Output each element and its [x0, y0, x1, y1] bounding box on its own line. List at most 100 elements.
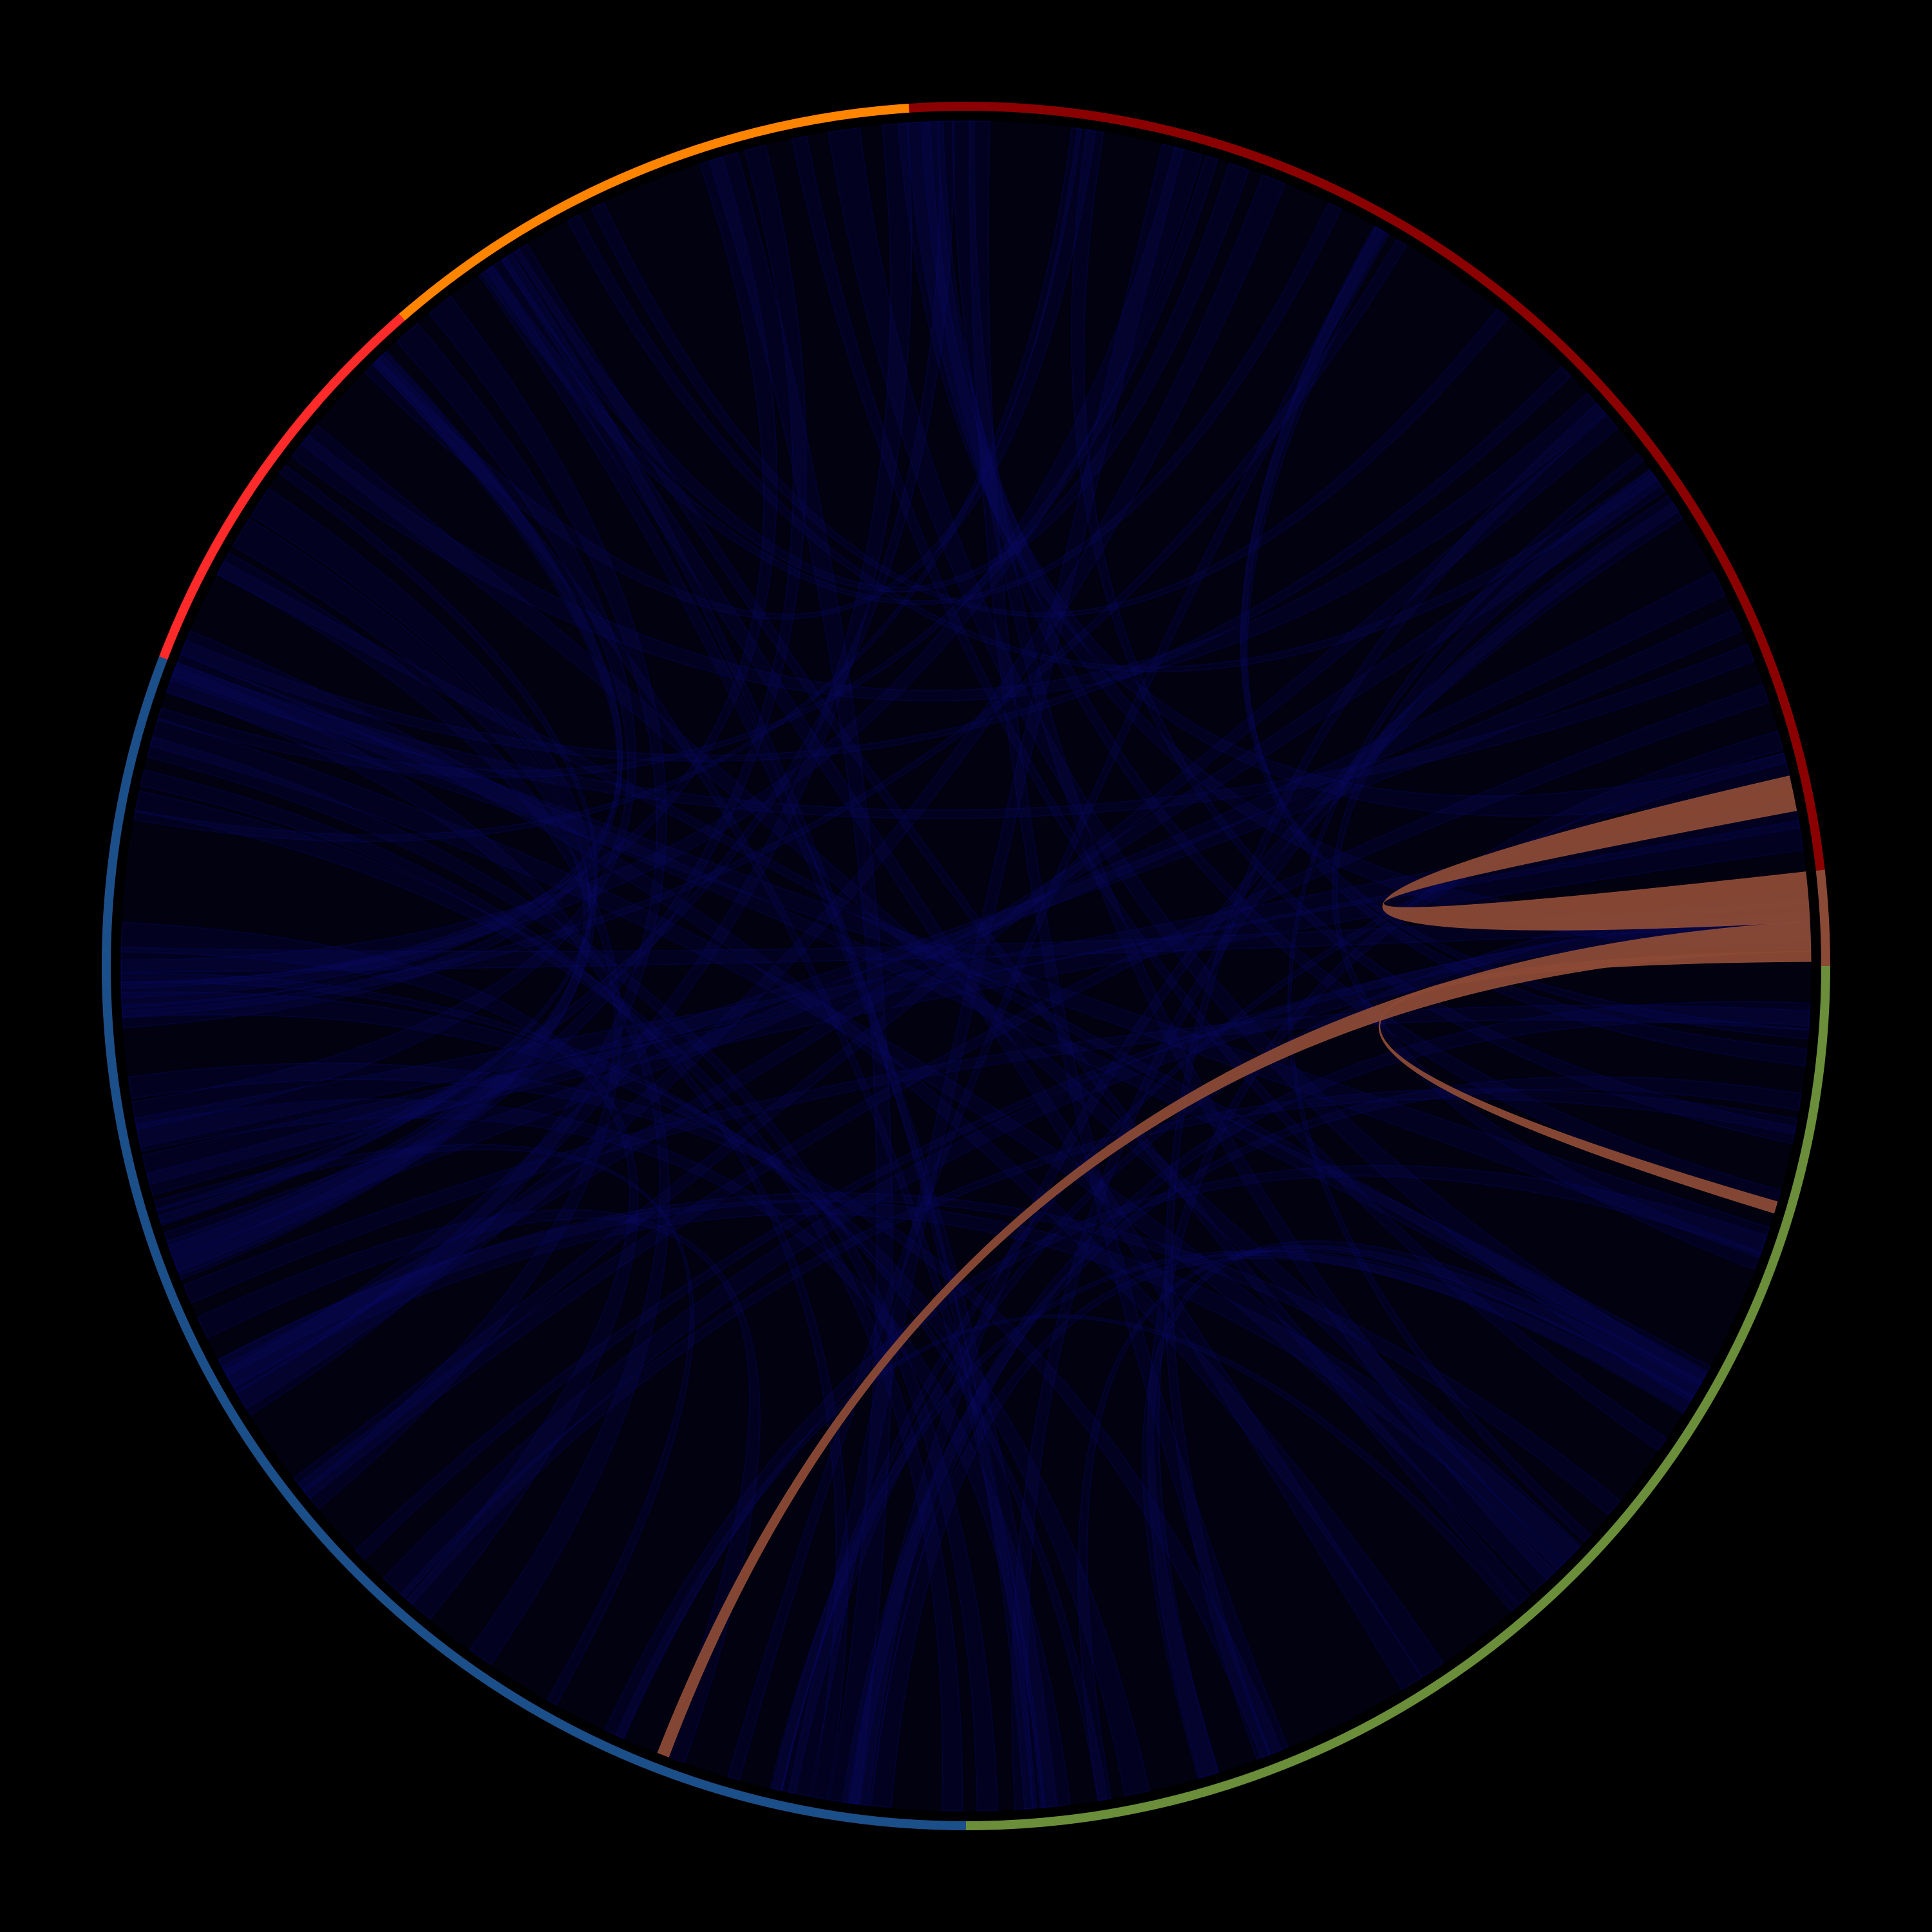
background-chord	[791, 135, 1667, 1452]
background-chord	[122, 352, 623, 1029]
background-chord	[135, 1099, 1071, 1808]
background-chord	[120, 972, 1108, 1801]
background-chord	[355, 914, 1811, 1560]
background-chord	[216, 561, 1709, 1385]
background-chord	[135, 790, 963, 1812]
background-chord	[156, 120, 955, 1224]
background-chord	[222, 472, 1666, 1387]
background-chord	[291, 392, 1606, 702]
background-chord	[172, 653, 1711, 1387]
background-chord	[293, 413, 1619, 1493]
background-chord	[166, 488, 597, 1273]
background-chord	[168, 518, 592, 1276]
background-chord	[120, 350, 623, 999]
background-chord	[478, 265, 1058, 1808]
background-chord	[1240, 225, 1808, 1066]
background-chord	[591, 202, 1509, 618]
background-chord	[1011, 495, 1680, 1810]
diagram-disc	[114, 114, 1818, 1818]
chord-brown-to-dark-red	[1382, 775, 1810, 931]
chord-brown-to-blue	[657, 921, 1812, 1757]
background-chord	[849, 502, 1683, 1806]
diagram-interior	[114, 114, 1818, 1818]
background-chord	[166, 661, 1770, 1258]
background-chord	[120, 146, 1204, 989]
background-chord	[480, 202, 1342, 605]
background-chord	[120, 922, 639, 1620]
group-blue-arc	[102, 656, 967, 1830]
background-chord	[235, 296, 667, 1416]
chord-brown-to-green	[1379, 951, 1812, 1214]
background-chord	[146, 609, 1743, 1196]
background-chord	[842, 1076, 1802, 1805]
background-chord	[898, 121, 1792, 817]
background-chord	[196, 1209, 761, 1764]
background-chord	[847, 1001, 1811, 1806]
background-chord	[400, 1088, 1798, 1605]
background-chord	[727, 227, 1388, 1781]
background-chord	[603, 1164, 1768, 1739]
background-chords	[120, 120, 1812, 1812]
background-chord	[133, 127, 1082, 842]
background-chord	[772, 752, 1787, 1792]
group-orange-arc	[399, 103, 909, 321]
background-chord	[166, 666, 670, 1666]
group-red-arc	[159, 314, 405, 660]
background-chord	[501, 162, 1250, 592]
background-chord	[615, 1314, 1519, 1739]
background-chord	[828, 127, 1707, 1402]
background-chord	[216, 552, 622, 1510]
background-chord	[131, 323, 636, 1130]
background-chord	[372, 354, 1046, 1809]
background-chord	[164, 571, 1726, 1258]
background-chord	[485, 256, 1423, 1690]
background-chord	[870, 1250, 1694, 1808]
background-chord	[514, 243, 1531, 1606]
background-chord	[567, 214, 1658, 672]
background-chord	[788, 143, 1184, 1797]
background-chord	[708, 152, 893, 1805]
background-chord	[153, 1144, 694, 1706]
background-chord	[1287, 453, 1644, 1543]
background-chord	[156, 155, 1219, 778]
background-chord	[158, 464, 598, 1226]
background-chord	[120, 991, 1150, 1797]
background-chord	[500, 252, 1037, 1810]
background-chord	[1077, 1245, 1700, 1801]
background-chord	[298, 684, 1770, 1499]
highlighted-chords	[657, 775, 1812, 1757]
background-chord	[1241, 226, 1810, 1040]
background-chord	[146, 736, 999, 1812]
background-chord	[223, 122, 913, 1394]
background-chord	[173, 144, 807, 1280]
background-chord	[383, 912, 1812, 1598]
background-chord	[770, 1250, 1691, 1792]
background-chord	[218, 1192, 1621, 1516]
background-chord	[128, 1063, 1282, 1759]
background-chord	[121, 238, 1408, 1018]
background-chord	[134, 799, 1801, 1148]
background-chord	[301, 424, 1582, 1564]
background-chord	[180, 630, 1444, 1678]
background-chord	[233, 174, 1286, 1410]
background-chord	[1142, 1240, 1703, 1779]
background-chord	[920, 120, 1781, 1212]
group-brown-arc	[1815, 869, 1830, 967]
background-chord	[180, 366, 1572, 762]
background-chord	[149, 717, 1556, 1593]
background-chord	[969, 120, 1289, 1756]
background-chord	[1070, 129, 1796, 1144]
group-green-arc	[965, 965, 1830, 1830]
background-chord	[1147, 730, 1784, 1779]
background-chord	[218, 1200, 1580, 1571]
background-chord	[183, 1005, 1810, 1304]
background-chord	[120, 156, 778, 1009]
background-chord	[951, 120, 1564, 1581]
background-chord	[170, 643, 1755, 819]
background-chord	[1164, 402, 1607, 1760]
background-chord	[364, 128, 1097, 620]
group-arcs	[102, 102, 1830, 1830]
background-chord	[1332, 469, 1762, 1271]
